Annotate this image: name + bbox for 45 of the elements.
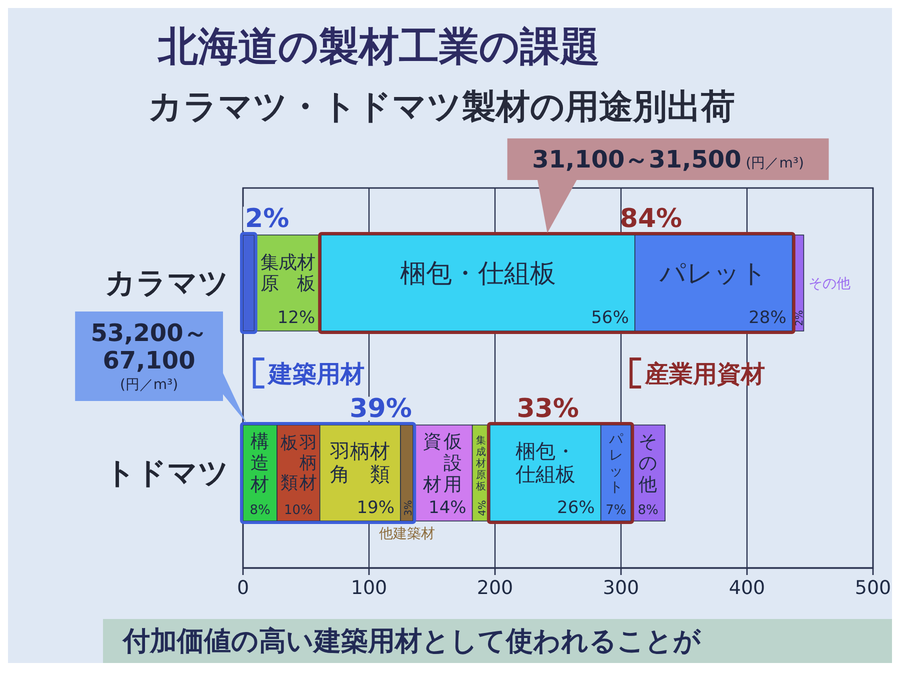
x-tick-label: 500 [854, 577, 892, 599]
x-tick-label: 400 [728, 577, 766, 599]
annotation: 3% [403, 500, 414, 516]
series-label: 集成材原板 [260, 252, 315, 294]
series-label: 梱包・仕組板 [400, 259, 556, 290]
y-tick-label: カラマツ [105, 266, 229, 301]
y-tick-label: トドマツ [105, 456, 229, 491]
text: 付加価値の高い建築用材として使われることが [122, 626, 702, 657]
text: 53,200～ 67,100 (円／m³) [90, 318, 208, 394]
x-tick-label: 100 [350, 577, 388, 599]
series-label: 羽柄材板類 [279, 434, 317, 494]
series-label: 他建築材 [378, 526, 435, 542]
series-label: その他 [808, 276, 851, 292]
annotation: 56% [591, 308, 629, 328]
x-tick-label: 200 [476, 577, 514, 599]
annotation: 8% [250, 503, 270, 518]
annotation: 4% [478, 500, 489, 516]
series-label: 梱包・仕組板 [514, 439, 576, 486]
series-label: 構造材 [250, 432, 270, 496]
annotation: 10% [284, 503, 313, 518]
annotation: 12% [277, 308, 316, 328]
annotation: 7% [606, 503, 626, 518]
series-label: 羽柄材角類 [329, 439, 390, 486]
annotation: 8% [638, 503, 658, 518]
annotation: 84% [620, 204, 682, 234]
annotation: 2% [794, 310, 806, 326]
annotation: 産業用資材 [644, 360, 766, 388]
annotation: 2% [245, 204, 290, 234]
series-label: パレット [608, 432, 624, 496]
chart-title: 北海道の製材工業の課題 [157, 24, 600, 70]
annotation: 33% [516, 394, 579, 424]
annotation: 建築用材 [266, 360, 364, 388]
annotation: 39% [350, 394, 412, 424]
annotation: 14% [428, 498, 466, 518]
text: 31,100～31,500 (円／m³) [532, 146, 804, 174]
series-label: その他 [638, 432, 658, 496]
x-tick-label: 300 [602, 577, 640, 599]
annotation: 19% [356, 498, 394, 518]
x-tick-label: 0 [236, 577, 250, 599]
series-label: パレット [658, 259, 768, 290]
chart-subtitle: カラマツ・トドマツ製材の用途別出荷 [148, 87, 735, 127]
annotation: 28% [748, 308, 786, 328]
series-label: 仮設用資材 [422, 432, 462, 496]
series-label: 集成材原板 [475, 434, 486, 492]
annotation: 26% [557, 498, 595, 518]
